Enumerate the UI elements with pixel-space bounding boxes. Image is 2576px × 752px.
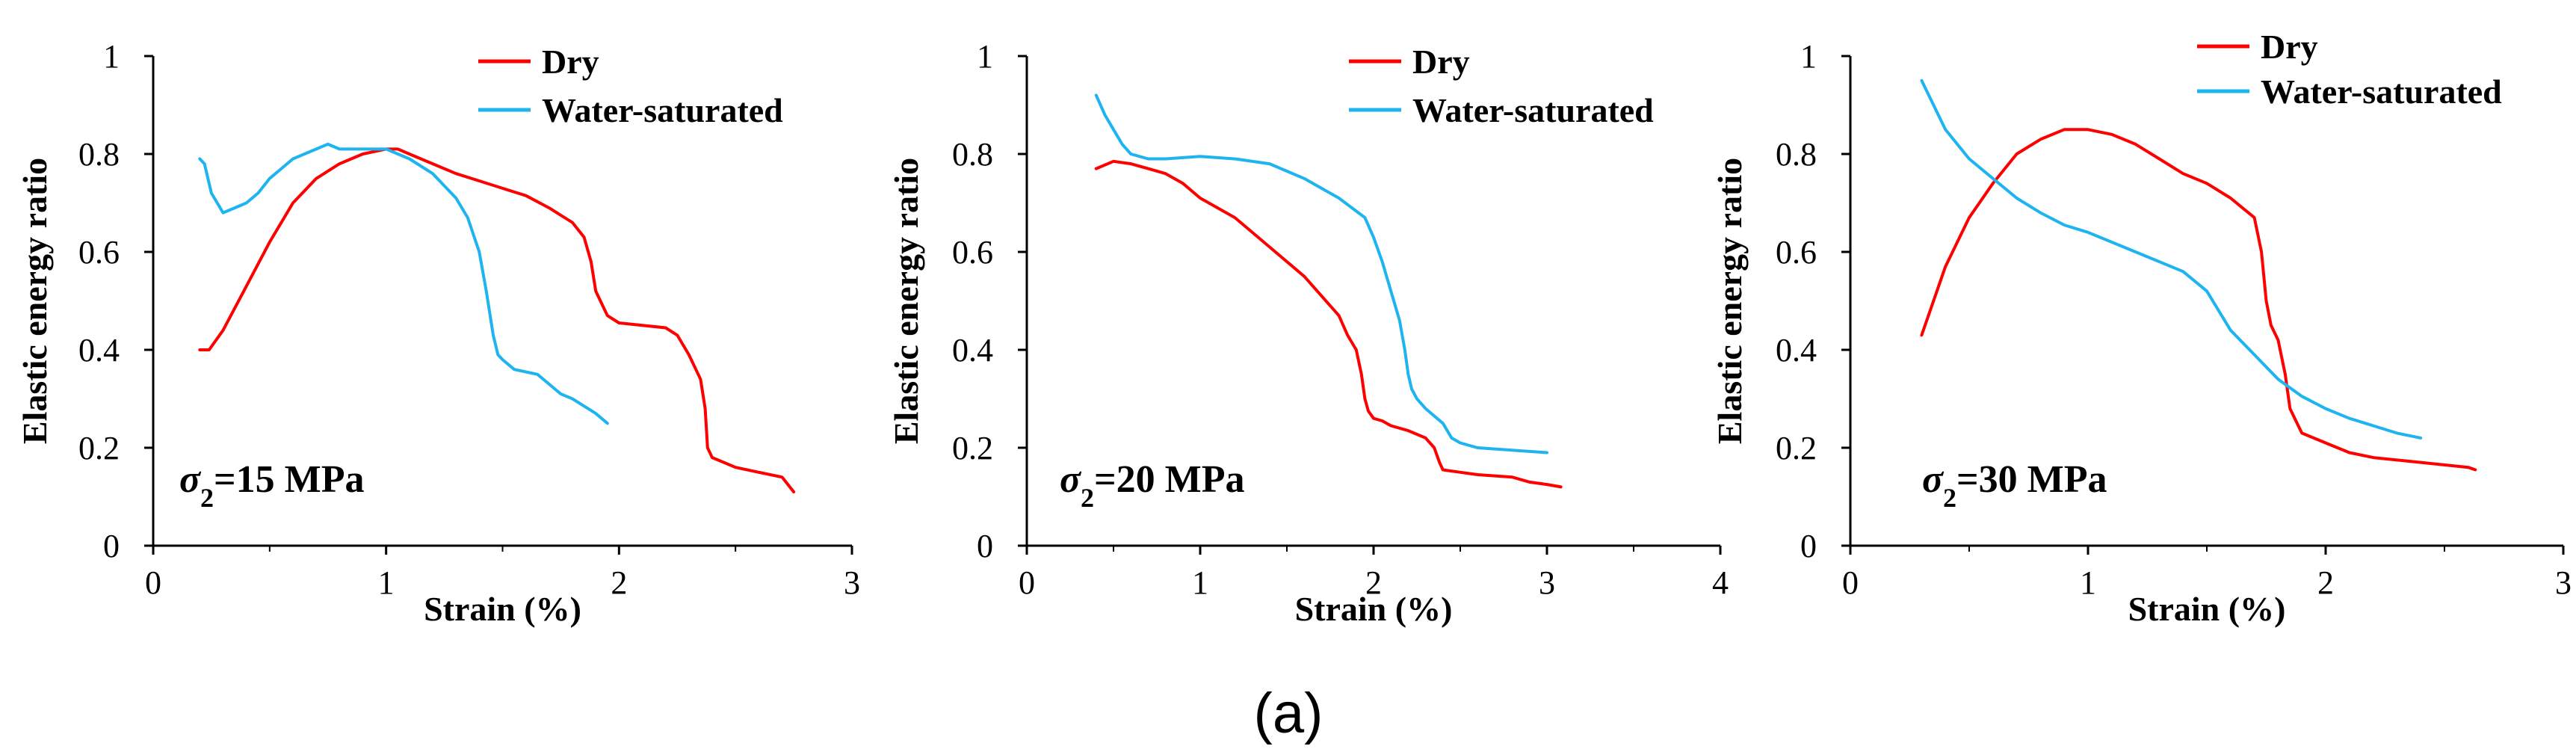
dry-series-line <box>1094 159 1563 489</box>
y-tick-label: 1 <box>103 38 120 75</box>
y-tick-label: 0.8 <box>952 136 993 173</box>
y-tick-label: 0.2 <box>78 430 120 466</box>
y-tick-label: 0.8 <box>78 136 120 173</box>
legend-label: Water-saturated <box>2261 73 2502 111</box>
stress-annotation: σ2=20 MPa <box>1060 458 1245 513</box>
x-tick-label: 1 <box>1192 564 1208 601</box>
y-tick-label: 0 <box>977 528 993 564</box>
y-tick-label: 0 <box>1800 528 1817 564</box>
y-tick-label: 0.6 <box>952 234 993 271</box>
water-saturated-series-line <box>198 142 609 425</box>
legend-label: Water-saturated <box>1412 91 1654 129</box>
x-axis-label: Strain (%) <box>2128 590 2286 628</box>
water-saturated-series-line <box>1094 93 1548 454</box>
chart-panel-3: 0 1 2 3 0 0.2 0.4 0.6 0.8 1 Strain (%) Elastic ener… <box>1711 28 2572 628</box>
x-tick-label: 2 <box>2317 564 2334 601</box>
x-tick-label: 4 <box>1712 564 1729 601</box>
y-axis-label: Elastic energy ratio <box>887 158 925 444</box>
stress-annotation: σ2=15 MPa <box>179 458 365 513</box>
y-tick-label: 0.4 <box>1776 332 1817 369</box>
x-tick-label: 2 <box>611 564 627 601</box>
x-tick-label: 3 <box>844 564 860 601</box>
water-saturated-series-line <box>1920 78 2423 440</box>
x-axis-label: Strain (%) <box>424 590 581 628</box>
x-tick-label: 3 <box>1539 564 1555 601</box>
legend-label: Dry <box>542 43 599 81</box>
y-tick-label: 0 <box>103 528 120 564</box>
x-tick-label: 3 <box>2555 564 2572 601</box>
y-axis-label: Elastic energy ratio <box>1711 158 1749 444</box>
figure-caption: (a) <box>1254 682 1323 745</box>
legend-label: Dry <box>2261 28 2318 66</box>
dry-series-line <box>198 147 796 493</box>
chart-panel-1: 0 1 2 3 0 0.2 0.4 0.6 0.8 1 Strain (%) Elastic ener… <box>16 38 860 628</box>
chart-panel-2: 0 1 2 3 4 0 0.2 0.4 0.6 0.8 1 Strain (%) Elastic ene… <box>887 38 1729 628</box>
x-axis-label: Strain (%) <box>1295 590 1453 628</box>
x-tick-label: 0 <box>1842 564 1859 601</box>
y-tick-label: 0.2 <box>1776 430 1817 466</box>
y-tick-label: 0.4 <box>78 332 120 369</box>
legend-label: Water-saturated <box>542 91 783 129</box>
stress-annotation: σ2=30 MPa <box>1922 458 2107 513</box>
x-tick-label: 0 <box>1019 564 1035 601</box>
y-tick-label: 1 <box>977 38 993 75</box>
x-tick-label: 1 <box>2080 564 2096 601</box>
y-tick-label: 0.6 <box>1776 234 1817 271</box>
legend-label: Dry <box>1412 43 1470 81</box>
dry-series-line <box>1920 128 2477 472</box>
y-tick-label: 1 <box>1800 38 1817 75</box>
panels: 0 1 2 3 0 0.2 0.4 0.6 0.8 1 Strain (%) Elastic ener… <box>16 28 2572 628</box>
x-tick-label: 2 <box>1365 564 1382 601</box>
x-tick-label: 0 <box>145 564 161 601</box>
x-tick-label: 1 <box>378 564 395 601</box>
y-axis-label: Elastic energy ratio <box>16 158 54 444</box>
y-tick-label: 0.6 <box>78 234 120 271</box>
y-tick-label: 0.4 <box>952 332 993 369</box>
y-tick-label: 0.8 <box>1776 136 1817 173</box>
y-tick-label: 0.2 <box>952 430 993 466</box>
